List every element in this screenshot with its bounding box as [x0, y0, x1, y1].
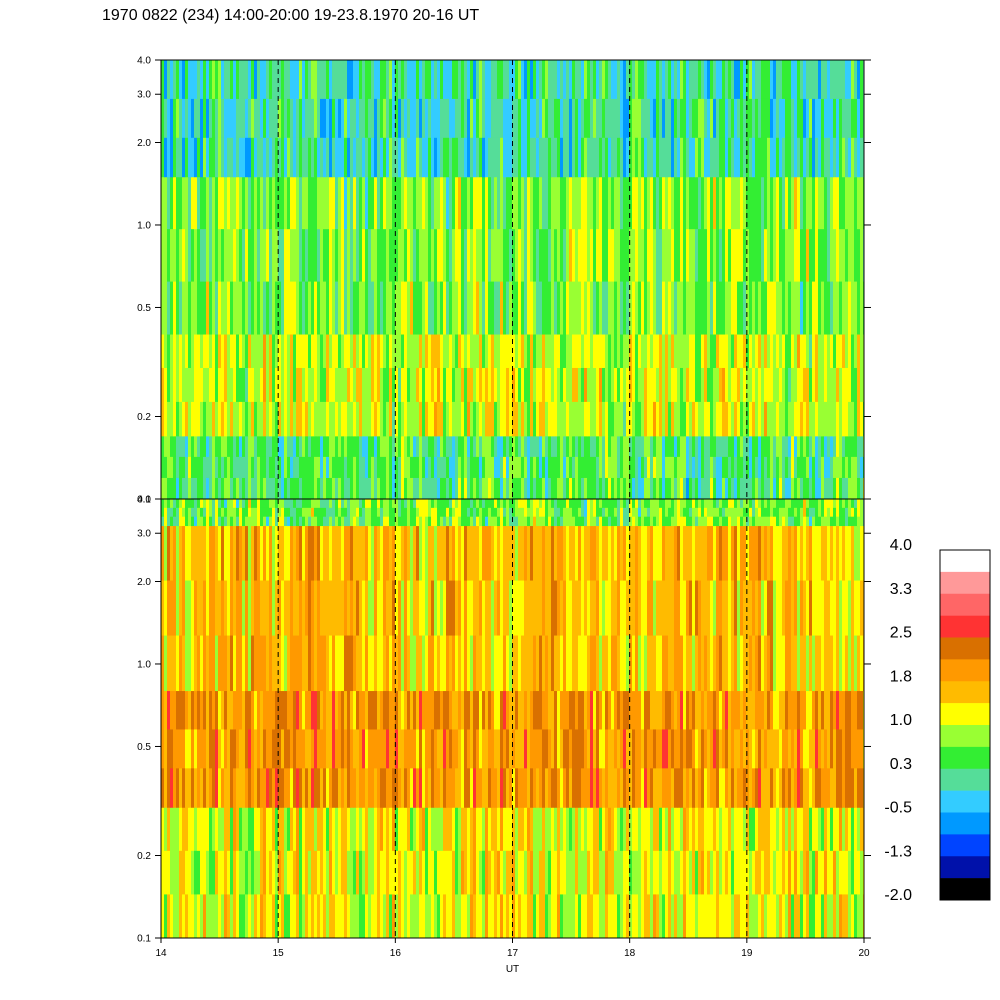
colorbar-label: 2.5	[890, 625, 912, 642]
colorbar-swatch	[940, 768, 990, 791]
colorbar-swatch	[940, 746, 990, 770]
y-tick-label: 4.0	[137, 56, 151, 67]
colorbar-swatch	[940, 681, 990, 704]
y-tick-label: 0.1	[137, 934, 151, 945]
x-tick-label: 18	[624, 948, 636, 959]
colorbar-swatch	[940, 593, 990, 616]
y-tick-label: 1.0	[137, 220, 151, 231]
colorbar-swatch	[940, 834, 990, 857]
colorbar-swatch	[940, 725, 990, 748]
colorbar-label: 0.3	[890, 756, 912, 773]
x-tick-label: 16	[390, 948, 402, 959]
colorbar-label: -2.0	[884, 887, 912, 904]
heatmap-lower	[161, 499, 864, 938]
y-tick-label: 0.2	[137, 412, 151, 423]
x-axis-label: UT	[506, 964, 519, 975]
x-tick-label: 15	[273, 948, 285, 959]
panel-upper: 0.1 0.2 0.5 1.0 2.0 3.0 4.0	[137, 56, 871, 506]
colorbar: 4.0 3.3 2.5 1.8 1.0 0.3 -0.5 -1.3 -2.0	[884, 537, 991, 904]
y-tick-label: 4.0	[137, 495, 151, 506]
y-tick-label: 0.1	[137, 495, 151, 506]
x-axis: 14 15 16 17 18 19 20 UT	[155, 938, 870, 975]
colorbar-swatch	[940, 571, 990, 595]
x-tick-label: 20	[858, 948, 870, 959]
colorbar-swatch	[940, 659, 990, 682]
y-tick-label: 0.2	[137, 851, 151, 862]
panel-lower: 0.1 0.2 0.5 1.0 2.0 3.0 4.0	[137, 495, 871, 945]
colorbar-label: 1.8	[890, 668, 912, 685]
colorbar-label: -0.5	[884, 800, 912, 817]
colorbar-swatch	[940, 812, 990, 835]
heatmap-upper	[161, 60, 864, 499]
x-tick-label: 19	[741, 948, 753, 959]
y-tick-label: 3.0	[137, 90, 151, 101]
colorbar-label: -1.3	[884, 843, 912, 860]
y-tick-label: 2.0	[137, 138, 151, 149]
colorbar-label: 3.3	[890, 581, 912, 598]
y-tick-label: 0.5	[137, 742, 151, 753]
y-tick-label: 0.5	[137, 303, 151, 314]
colorbar-label: 4.0	[890, 537, 912, 554]
y-tick-label: 3.0	[137, 529, 151, 540]
chart-title: 1970 0822 (234) 14:00-20:00 19-23.8.1970…	[102, 7, 479, 24]
colorbar-swatch	[940, 550, 990, 573]
x-tick-label: 14	[155, 948, 167, 959]
colorbar-swatch	[940, 856, 990, 879]
colorbar-label: 1.0	[890, 712, 912, 729]
x-tick-label: 17	[507, 948, 519, 959]
colorbar-swatch	[940, 878, 990, 901]
colorbar-swatch	[940, 703, 990, 726]
y-tick-label: 2.0	[137, 577, 151, 588]
colorbar-swatch	[940, 790, 990, 813]
y-tick-label: 1.0	[137, 659, 151, 670]
colorbar-swatch	[940, 637, 990, 660]
colorbar-swatch	[940, 615, 990, 638]
